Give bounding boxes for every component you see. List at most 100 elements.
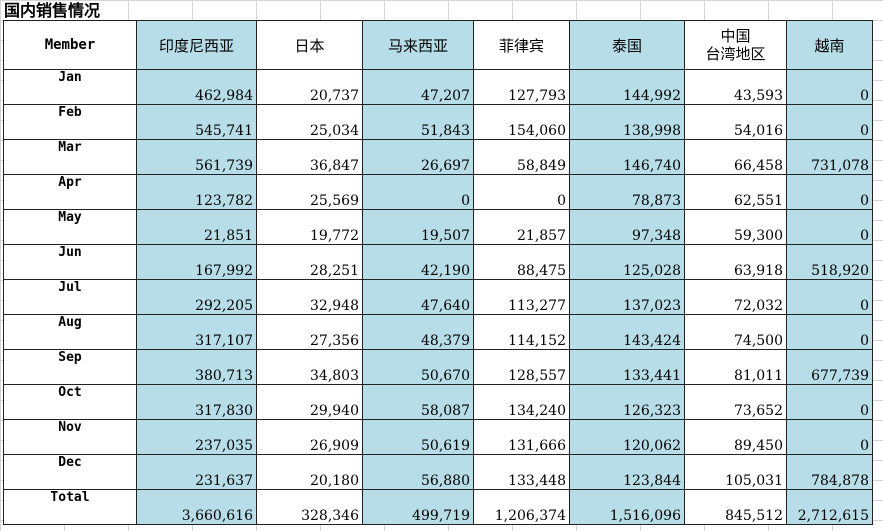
value-cell[interactable]: 36,847: [256, 139, 363, 175]
value-cell[interactable]: 43,593: [684, 69, 787, 105]
row-label[interactable]: Total: [3, 489, 137, 525]
value-cell[interactable]: 59,300: [684, 209, 787, 245]
value-cell[interactable]: 114,152: [473, 314, 570, 350]
value-cell[interactable]: 81,011: [684, 349, 787, 385]
value-cell[interactable]: 56,880: [362, 454, 474, 490]
value-cell[interactable]: 677,739: [786, 349, 873, 385]
value-cell[interactable]: 113,277: [473, 279, 570, 315]
row-label[interactable]: Feb: [3, 104, 137, 140]
value-cell[interactable]: 3,660,616: [136, 489, 257, 525]
value-cell[interactable]: 545,741: [136, 104, 257, 140]
value-cell[interactable]: 58,849: [473, 139, 570, 175]
value-cell[interactable]: 0: [786, 384, 873, 420]
header-member[interactable]: Member: [3, 20, 137, 70]
header-taiwan[interactable]: 中国 台湾地区: [684, 20, 787, 70]
value-cell[interactable]: 47,207: [362, 69, 474, 105]
value-cell[interactable]: 731,078: [786, 139, 873, 175]
value-cell[interactable]: 51,843: [362, 104, 474, 140]
value-cell[interactable]: 125,028: [569, 244, 685, 280]
header-indonesia[interactable]: 印度尼西亚: [136, 20, 257, 70]
header-philippines[interactable]: 菲律宾: [473, 20, 570, 70]
value-cell[interactable]: 0: [362, 174, 474, 210]
value-cell[interactable]: 50,670: [362, 349, 474, 385]
value-cell[interactable]: 133,448: [473, 454, 570, 490]
value-cell[interactable]: 143,424: [569, 314, 685, 350]
value-cell[interactable]: 0: [786, 419, 873, 455]
row-label[interactable]: Apr: [3, 174, 137, 210]
value-cell[interactable]: 561,739: [136, 139, 257, 175]
row-label[interactable]: Jun: [3, 244, 137, 280]
value-cell[interactable]: 784,878: [786, 454, 873, 490]
value-cell[interactable]: 62,551: [684, 174, 787, 210]
value-cell[interactable]: 74,500: [684, 314, 787, 350]
value-cell[interactable]: 154,060: [473, 104, 570, 140]
value-cell[interactable]: 19,772: [256, 209, 363, 245]
value-cell[interactable]: 317,830: [136, 384, 257, 420]
value-cell[interactable]: 29,940: [256, 384, 363, 420]
value-cell[interactable]: 0: [786, 279, 873, 315]
value-cell[interactable]: 123,782: [136, 174, 257, 210]
value-cell[interactable]: 2,712,615: [786, 489, 873, 525]
value-cell[interactable]: 105,031: [684, 454, 787, 490]
value-cell[interactable]: 499,719: [362, 489, 474, 525]
value-cell[interactable]: 66,458: [684, 139, 787, 175]
value-cell[interactable]: 845,512: [684, 489, 787, 525]
value-cell[interactable]: 26,697: [362, 139, 474, 175]
value-cell[interactable]: 54,016: [684, 104, 787, 140]
value-cell[interactable]: 120,062: [569, 419, 685, 455]
header-thailand[interactable]: 泰国: [569, 20, 685, 70]
value-cell[interactable]: 25,569: [256, 174, 363, 210]
row-label[interactable]: Nov: [3, 419, 137, 455]
value-cell[interactable]: 134,240: [473, 384, 570, 420]
value-cell[interactable]: 21,851: [136, 209, 257, 245]
value-cell[interactable]: 63,918: [684, 244, 787, 280]
row-label[interactable]: Jan: [3, 69, 137, 105]
row-label[interactable]: May: [3, 209, 137, 245]
value-cell[interactable]: 133,441: [569, 349, 685, 385]
value-cell[interactable]: 518,920: [786, 244, 873, 280]
value-cell[interactable]: 19,507: [362, 209, 474, 245]
value-cell[interactable]: 144,992: [569, 69, 685, 105]
value-cell[interactable]: 137,023: [569, 279, 685, 315]
header-japan[interactable]: 日本: [256, 20, 363, 70]
value-cell[interactable]: 0: [473, 174, 570, 210]
value-cell[interactable]: 0: [786, 209, 873, 245]
value-cell[interactable]: 328,346: [256, 489, 363, 525]
value-cell[interactable]: 97,348: [569, 209, 685, 245]
value-cell[interactable]: 0: [786, 69, 873, 105]
value-cell[interactable]: 0: [786, 104, 873, 140]
row-label[interactable]: Dec: [3, 454, 137, 490]
value-cell[interactable]: 127,793: [473, 69, 570, 105]
row-label[interactable]: Aug: [3, 314, 137, 350]
value-cell[interactable]: 126,323: [569, 384, 685, 420]
value-cell[interactable]: 1,516,096: [569, 489, 685, 525]
value-cell[interactable]: 0: [786, 174, 873, 210]
value-cell[interactable]: 78,873: [569, 174, 685, 210]
value-cell[interactable]: 27,356: [256, 314, 363, 350]
value-cell[interactable]: 25,034: [256, 104, 363, 140]
value-cell[interactable]: 28,251: [256, 244, 363, 280]
value-cell[interactable]: 20,180: [256, 454, 363, 490]
value-cell[interactable]: 167,992: [136, 244, 257, 280]
header-malaysia[interactable]: 马来西亚: [362, 20, 474, 70]
value-cell[interactable]: 50,619: [362, 419, 474, 455]
header-vietnam[interactable]: 越南: [786, 20, 873, 70]
value-cell[interactable]: 138,998: [569, 104, 685, 140]
value-cell[interactable]: 123,844: [569, 454, 685, 490]
value-cell[interactable]: 58,087: [362, 384, 474, 420]
row-label[interactable]: Sep: [3, 349, 137, 385]
value-cell[interactable]: 146,740: [569, 139, 685, 175]
value-cell[interactable]: 42,190: [362, 244, 474, 280]
row-label[interactable]: Oct: [3, 384, 137, 420]
row-label[interactable]: Jul: [3, 279, 137, 315]
value-cell[interactable]: 73,652: [684, 384, 787, 420]
value-cell[interactable]: 26,909: [256, 419, 363, 455]
value-cell[interactable]: 317,107: [136, 314, 257, 350]
value-cell[interactable]: 462,984: [136, 69, 257, 105]
value-cell[interactable]: 380,713: [136, 349, 257, 385]
value-cell[interactable]: 1,206,374: [473, 489, 570, 525]
value-cell[interactable]: 237,035: [136, 419, 257, 455]
value-cell[interactable]: 47,640: [362, 279, 474, 315]
value-cell[interactable]: 48,379: [362, 314, 474, 350]
value-cell[interactable]: 32,948: [256, 279, 363, 315]
